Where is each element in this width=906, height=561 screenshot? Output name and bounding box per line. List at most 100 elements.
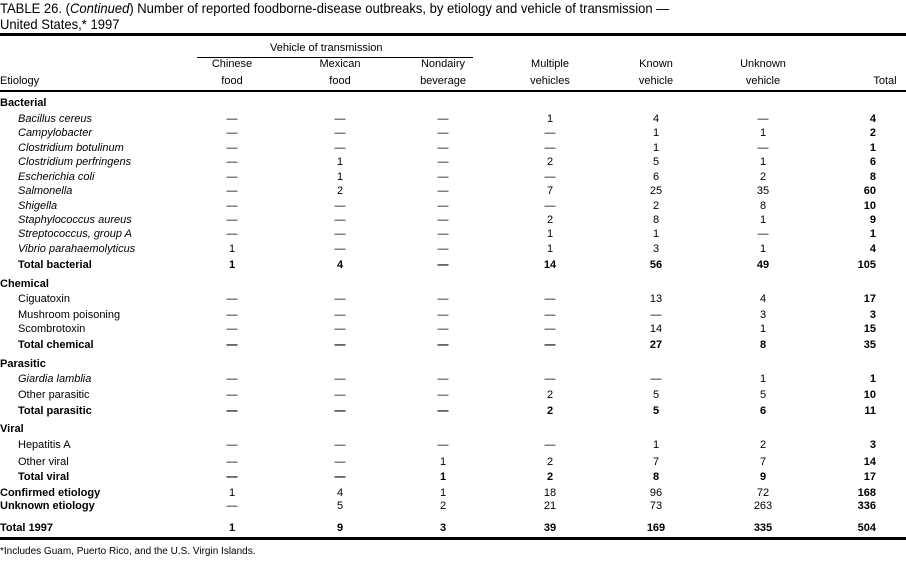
cell-value: 4 — [869, 113, 876, 125]
cell-value: 9 — [336, 522, 344, 534]
cell-value: 263 — [753, 500, 773, 512]
cell-value: 27 — [649, 339, 663, 351]
cell-value: 25 — [649, 185, 663, 197]
cell-value: 21 — [543, 500, 557, 512]
cell-value: — — [544, 439, 556, 451]
cell-value: — — [334, 389, 346, 401]
cell-value: 5 — [652, 389, 660, 401]
row-label: Total 1997 — [0, 522, 53, 534]
cell-value: — — [334, 228, 346, 240]
cell-value: — — [437, 200, 449, 212]
row-label: Chemical — [0, 278, 49, 290]
cell-value: — — [226, 373, 238, 385]
cell-value: 335 — [753, 522, 773, 534]
cell-value: — — [544, 171, 556, 183]
cell-value: — — [544, 142, 556, 154]
cell-value: 105 — [857, 259, 876, 271]
cell-value: 168 — [857, 487, 876, 499]
cell-value: — — [437, 113, 449, 125]
cell-value: — — [437, 156, 449, 168]
row-label: Ciguatoxin — [18, 293, 70, 305]
row-label: Parasitic — [0, 358, 46, 370]
row-label: Other parasitic — [18, 389, 90, 401]
cell-value: 8 — [869, 171, 876, 183]
cell-value: 6 — [759, 405, 767, 417]
row-label: Clostridium botulinum — [18, 142, 124, 154]
cell-value: — — [757, 113, 769, 125]
vehicle-group-label: Vehicle of transmission — [270, 42, 383, 54]
table-row: Clostridium perfringens — 1 — 2 5 1 6 — [0, 155, 906, 169]
cell-value: 1 — [546, 113, 554, 125]
cell-value: — — [226, 228, 238, 240]
table-row: Staphylococcus aureus — — — 2 8 1 9 — [0, 213, 906, 227]
cell-value: — — [226, 156, 238, 168]
row-label: Mushroom poisoning — [18, 309, 121, 321]
cell-value: — — [226, 293, 238, 305]
cell-value: — — [650, 373, 662, 385]
cell-value: 2 — [336, 185, 344, 197]
cell-value: — — [544, 373, 556, 385]
cell-value: 17 — [863, 471, 876, 483]
cell-value: 1 — [228, 522, 236, 534]
table-row: Total bacterial 1 4—14 56 49 105 — [0, 258, 906, 272]
row-label: Confirmed etiology — [0, 487, 101, 499]
table-row: Campylobacter — — — — 1 1 2 — [0, 126, 906, 140]
cell-value: 5 — [652, 405, 660, 417]
title-continued: Continued — [69, 0, 130, 16]
group-rule — [197, 57, 473, 58]
table-row: Escherichia coli — 1 — — 6 2 8 — [0, 170, 906, 184]
table-title: TABLE 26. (Continued) Number of reported… — [0, 0, 669, 32]
cell-value: — — [544, 323, 556, 335]
cell-value: — — [334, 243, 346, 255]
cell-value: — — [334, 373, 346, 385]
cell-value: — — [437, 373, 449, 385]
cell-value: 9 — [759, 471, 767, 483]
cell-value: 1 — [546, 228, 554, 240]
row-label: Total viral — [18, 471, 70, 483]
column-header-line2: beverage — [420, 75, 466, 87]
table-row: Ciguatoxin — — — — 13 4 17 — [0, 292, 906, 306]
cell-value: 1 — [228, 487, 236, 499]
cell-value: — — [544, 339, 556, 351]
header-rule — [0, 90, 906, 92]
cell-value: 1 — [652, 127, 660, 139]
cell-value: 1 — [546, 243, 554, 255]
cell-value: 1 — [228, 243, 236, 255]
cell-value: 39 — [543, 522, 557, 534]
column-header-line1: Chinese — [211, 58, 253, 70]
cell-value: 8 — [652, 214, 660, 226]
cell-value: — — [226, 171, 238, 183]
cell-value: — — [334, 309, 346, 321]
cell-value: 1 — [652, 228, 660, 240]
row-label: Campylobacter — [18, 127, 92, 139]
cell-value: — — [226, 309, 238, 321]
cell-value: 2 — [546, 471, 554, 483]
cell-value: 2 — [439, 500, 447, 512]
cell-value: 2 — [546, 389, 554, 401]
top-rule — [0, 33, 906, 36]
cell-value: 3 — [869, 309, 876, 321]
cell-value: 56 — [649, 259, 663, 271]
cell-value: 5 — [652, 156, 660, 168]
cell-value: 2 — [546, 214, 554, 226]
cell-value: — — [544, 293, 556, 305]
cell-value: 1 — [228, 259, 236, 271]
cell-value: 11 — [864, 405, 876, 417]
column-header-line2: vehicles — [530, 75, 570, 87]
table-row: Shigella — — — — 2 8 10 — [0, 199, 906, 213]
cell-value: 4 — [652, 113, 660, 125]
cell-value: 2 — [652, 200, 660, 212]
cell-value: 504 — [857, 522, 876, 534]
footnote: *Includes Guam, Puerto Rico, and the U.S… — [0, 546, 256, 557]
column-header-line1: Multiple — [531, 58, 569, 70]
cell-value: 17 — [863, 293, 876, 305]
cell-value: 7 — [759, 456, 767, 468]
row-label: Total parasitic — [18, 405, 92, 417]
row-label: Scombrotoxin — [18, 323, 86, 335]
cell-value: — — [226, 389, 238, 401]
cell-value: 2 — [869, 127, 876, 139]
cell-value: 9 — [869, 214, 876, 226]
row-label: Giardia lamblia — [18, 373, 92, 385]
bottom-rule — [0, 537, 906, 540]
cell-value: 15 — [863, 323, 876, 335]
